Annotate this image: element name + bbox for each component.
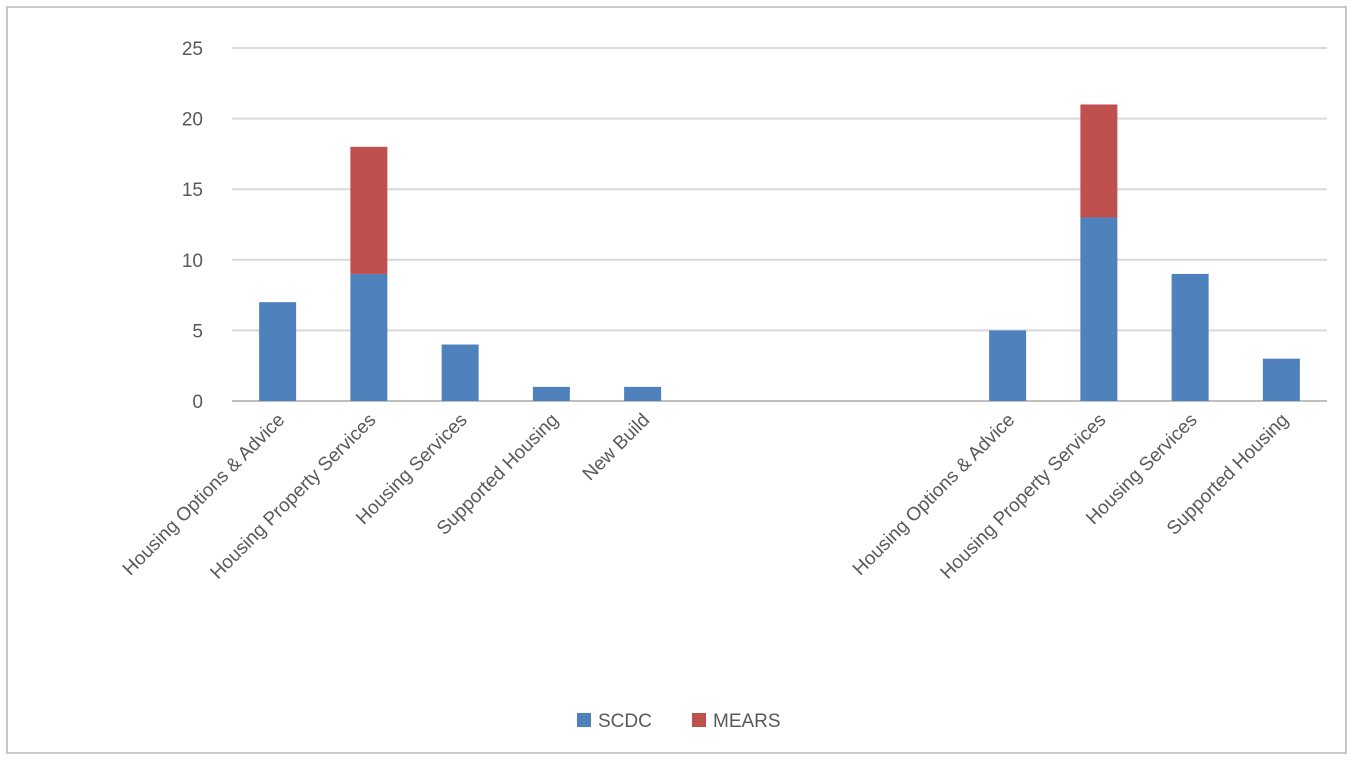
x-tick-label: New Build (579, 410, 654, 485)
legend-label-mears: MEARS (713, 711, 781, 732)
y-tick-label: 10 (182, 251, 203, 272)
bar-scdc (1262, 358, 1300, 401)
y-axis-ticks: 0 5 10 15 20 25 (182, 39, 203, 413)
bar-scdc (1080, 217, 1118, 401)
y-tick-label: 15 (182, 180, 203, 201)
y-tick-label: 5 (192, 321, 203, 342)
legend-label-scdc: SCDC (598, 711, 652, 732)
y-tick-label: 0 (192, 392, 203, 413)
x-tick-label: Housing Property Services (937, 410, 1111, 584)
x-tick-label: Housing Options & Advice (849, 410, 1019, 580)
bar-mears (350, 146, 388, 274)
bar-mears (1080, 104, 1118, 218)
bar-scdc (624, 386, 662, 401)
legend: SCDC MEARS (577, 711, 781, 732)
bar-scdc (441, 344, 479, 401)
bar-scdc (259, 302, 297, 401)
legend-swatch-mears (692, 713, 706, 727)
chart-frame (6, 6, 1347, 754)
bar-scdc (532, 386, 570, 401)
y-tick-label: 20 (182, 110, 203, 131)
gridlines (232, 47, 1327, 402)
bar-scdc (989, 330, 1027, 401)
x-tick-label: Housing Property Services (207, 410, 381, 584)
y-tick-label: 25 (182, 39, 203, 60)
bars (259, 104, 1300, 401)
legend-swatch-scdc (577, 713, 591, 727)
x-tick-label: Housing Options & Advice (119, 410, 289, 580)
bar-scdc (1171, 273, 1209, 401)
bar-scdc (350, 273, 388, 401)
